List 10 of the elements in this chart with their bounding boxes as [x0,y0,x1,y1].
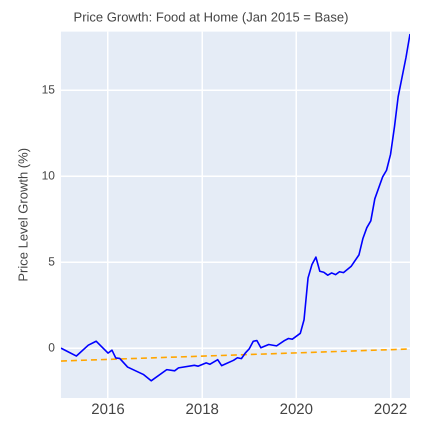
y-tick-label: 5 [48,254,56,268]
y-axis-title: Price Level Growth (%) [15,148,30,282]
x-tick-label: 2018 [186,401,219,418]
y-tick-label: 10 [42,168,56,182]
y-tick-label: 15 [42,82,56,96]
chart-title: Price Growth: Food at Home (Jan 2015 = Base) [74,9,348,24]
x-tick-label: 2022 [374,401,408,418]
x-tick-label: 2020 [280,401,313,418]
x-tick-label: 2016 [91,401,125,418]
y-tick-label: 0 [48,340,56,354]
